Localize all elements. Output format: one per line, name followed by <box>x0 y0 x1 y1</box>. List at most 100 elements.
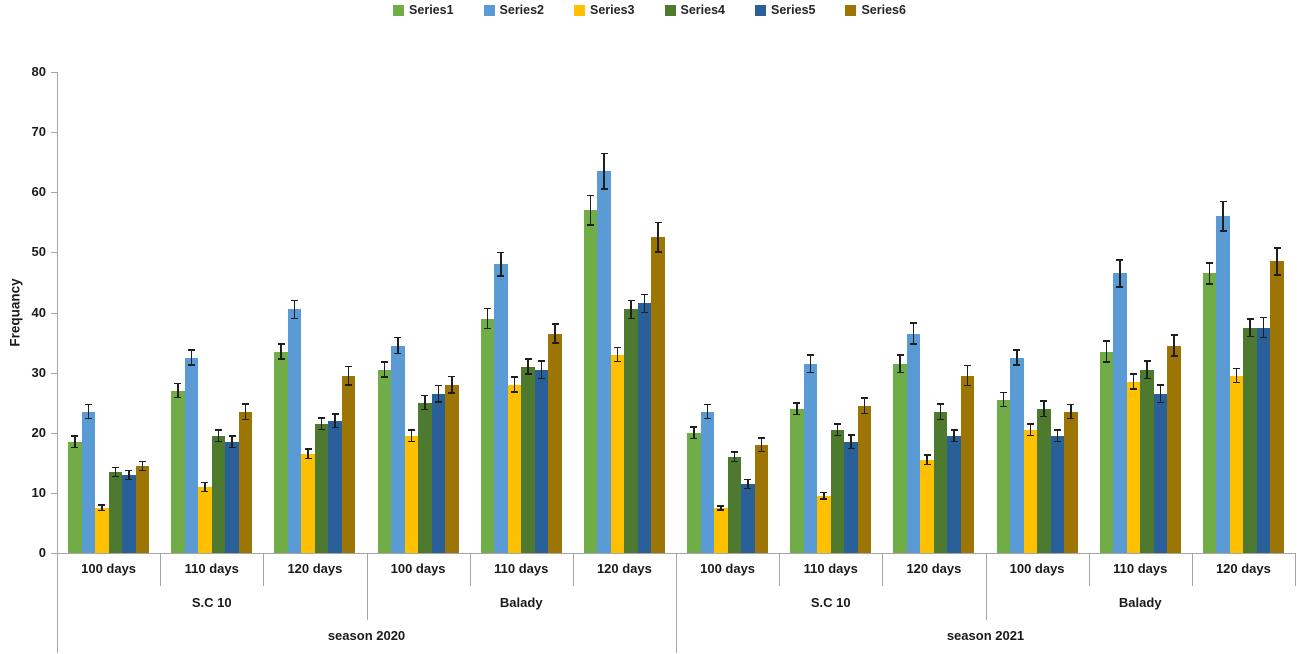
category-separator <box>1295 553 1296 586</box>
error-bar <box>204 482 206 492</box>
error-bar-cap-bottom <box>600 188 608 190</box>
error-bar-cap-bottom <box>242 418 250 421</box>
error-bar-cap-bottom <box>98 509 106 512</box>
error-bar-cap-bottom <box>641 311 649 313</box>
bar-series6 <box>754 444 769 553</box>
category-separator <box>676 553 677 653</box>
error-bar-cap-bottom <box>820 498 828 500</box>
error-bar-cap-bottom <box>1170 355 1178 357</box>
error-bar <box>863 397 866 414</box>
error-bar <box>823 492 825 500</box>
cultivar-label: S.C 10 <box>810 595 851 610</box>
legend: Series1 Series2 Series3 Series4 Series5 Serie… <box>0 3 1299 17</box>
y-tick-label: 70 <box>31 124 46 140</box>
legend-label: Series5 <box>770 3 816 17</box>
error-bar-cap-top <box>448 375 456 378</box>
error-bar-cap-bottom <box>394 352 402 355</box>
error-bar-cap-top <box>793 402 801 404</box>
error-bar-cap-bottom <box>380 376 388 378</box>
error-bar-cap-bottom <box>744 487 752 490</box>
legend-label: Series3 <box>590 3 635 17</box>
day-label: 100 days <box>1009 561 1065 576</box>
y-tick-label: 60 <box>31 184 46 200</box>
day-label: 100 days <box>700 561 756 576</box>
error-bar-cap-top <box>1013 349 1021 351</box>
bar-series4 <box>108 471 123 553</box>
error-bar-cap-top <box>524 358 532 360</box>
bar-series6 <box>135 465 150 553</box>
error-bar-cap-top <box>600 152 608 155</box>
error-bar-cap-bottom <box>690 437 698 440</box>
error-bar-cap-top <box>923 454 931 456</box>
bar-series6 <box>857 405 872 553</box>
bar-series2 <box>391 345 405 553</box>
error-bar-cap-top <box>551 323 559 325</box>
category-separator <box>469 553 471 586</box>
legend-label: Series6 <box>861 3 906 17</box>
error-bar <box>231 435 233 448</box>
error-bar-cap-bottom <box>524 373 532 375</box>
cultivar-label: Balady <box>1118 595 1162 610</box>
bar-series6 <box>445 384 459 553</box>
error-bar-cap-bottom <box>201 490 209 493</box>
error-bar <box>87 404 90 419</box>
category-separator <box>160 553 162 586</box>
legend-swatch-series4 <box>664 4 676 16</box>
error-bar-cap-top <box>861 397 869 399</box>
bar-series2 <box>597 171 611 553</box>
y-axis-line <box>57 72 58 653</box>
error-bar <box>1070 404 1072 419</box>
legend-item-series4: Series4 <box>664 3 725 17</box>
error-bar-cap-top <box>304 448 312 450</box>
day-label: 110 days <box>803 561 858 576</box>
error-bar <box>320 417 323 430</box>
error-bar-cap-top <box>1273 247 1281 249</box>
bar-series4 <box>1243 327 1257 553</box>
bar-series4 <box>314 423 329 553</box>
error-bar <box>836 423 839 436</box>
error-bar-cap-bottom <box>757 450 765 453</box>
error-bar-cap-top <box>1157 384 1165 386</box>
legend-swatch-series2 <box>483 4 495 16</box>
error-bar-cap-bottom <box>421 408 429 411</box>
error-bar-cap-top <box>138 460 146 462</box>
day-label: 100 days <box>81 561 137 576</box>
bar-series5 <box>1050 435 1065 553</box>
error-bar-cap-top <box>174 382 182 385</box>
bar-series6 <box>960 375 975 553</box>
error-bar-cap-bottom <box>111 475 119 478</box>
bar-series3 <box>1229 375 1244 553</box>
y-tick-mark <box>51 432 57 434</box>
error-bar-cap-top <box>690 426 698 428</box>
error-bar-cap-top <box>187 349 195 351</box>
error-bar-cap-bottom <box>834 434 841 437</box>
bar-series1 <box>687 432 701 553</box>
error-bar-cap-bottom <box>448 392 456 394</box>
error-bar-cap-top <box>318 417 326 419</box>
error-bar-cap-bottom <box>896 371 904 374</box>
error-bar <box>1029 423 1032 436</box>
y-tick-mark <box>51 372 57 374</box>
error-bar-cap-bottom <box>587 224 595 226</box>
error-bar-cap-top <box>98 504 106 506</box>
error-bar-cap-top <box>1260 316 1268 319</box>
error-bar <box>926 454 928 465</box>
error-bar <box>589 195 592 226</box>
error-bar <box>424 395 426 410</box>
error-bar-cap-top <box>331 413 339 415</box>
bar-series5 <box>637 303 652 553</box>
category-separator <box>1088 553 1090 586</box>
error-bar-cap-bottom <box>551 342 559 344</box>
error-bar-cap-bottom <box>1246 335 1254 338</box>
error-bar-cap-top <box>703 403 711 406</box>
category-separator <box>985 553 987 620</box>
bar-series5 <box>947 435 961 553</box>
bar-series2 <box>184 357 199 553</box>
error-bar <box>1002 392 1004 407</box>
bar-series2 <box>803 363 818 553</box>
error-bar <box>912 322 915 345</box>
day-label: 100 days <box>390 561 446 576</box>
error-bar-cap-bottom <box>291 317 299 319</box>
bar-series5 <box>1256 327 1271 553</box>
error-bar-cap-top <box>215 429 222 431</box>
